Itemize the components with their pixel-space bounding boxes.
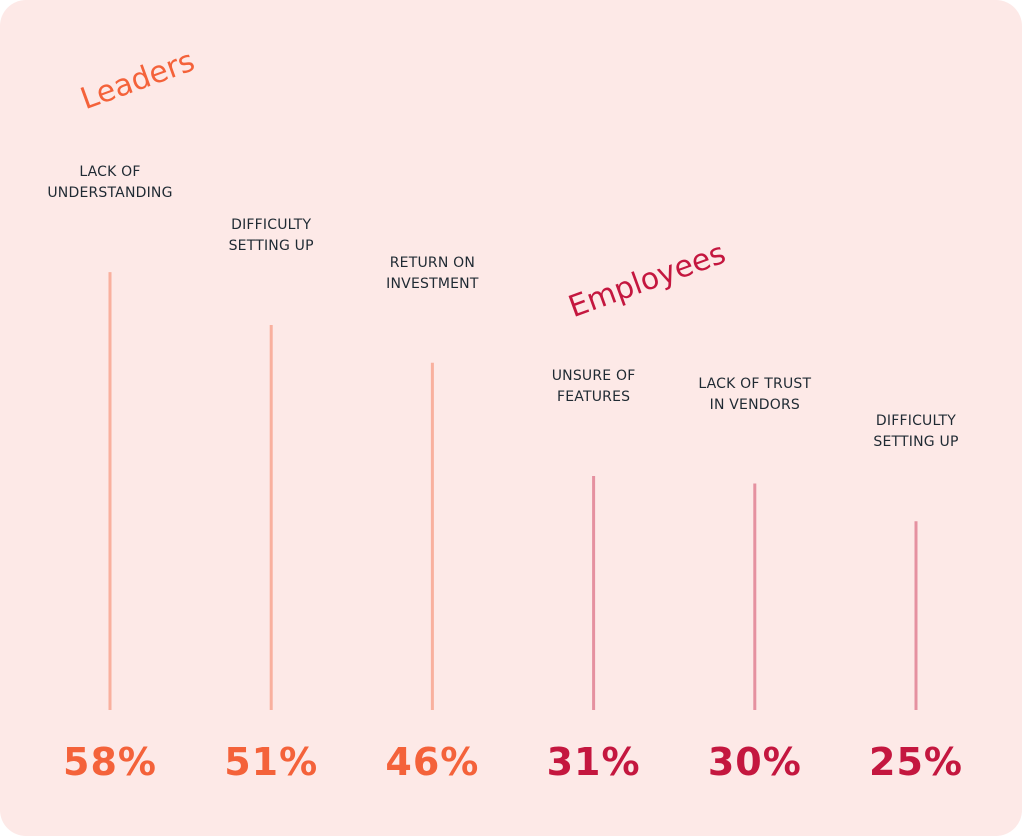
value-label: 25% xyxy=(869,740,963,784)
value-label: 58% xyxy=(63,740,157,784)
category-label: RETURN ON INVESTMENT xyxy=(386,254,479,292)
value-label: 46% xyxy=(385,740,480,784)
category-label: LACK OF TRUST IN VENDORS xyxy=(698,375,812,413)
category-label: LACK OF UNDERSTANDING xyxy=(47,164,173,202)
category-label: UNSURE OF FEATURES xyxy=(551,367,636,405)
value-label: 51% xyxy=(224,740,319,784)
value-label: 31% xyxy=(546,740,641,784)
value-label: 30% xyxy=(707,740,802,784)
category-label: DIFFICULTY SETTING UP xyxy=(228,216,314,254)
category-label: DIFFICULTY SETTING UP xyxy=(873,413,959,451)
